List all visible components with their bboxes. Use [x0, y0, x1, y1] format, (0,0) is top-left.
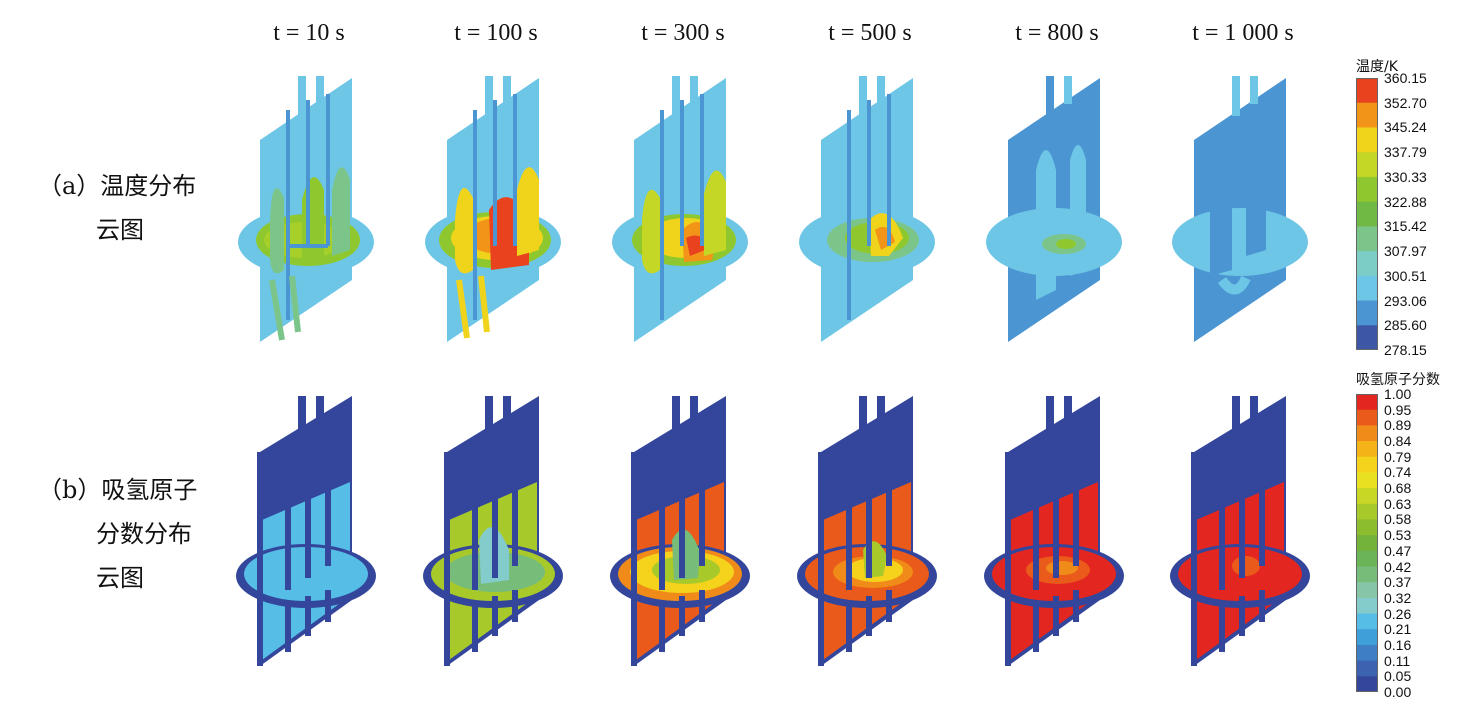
h-panel-t800 — [984, 396, 1124, 666]
temp-colorbar-tick-label: 330.33 — [1384, 168, 1427, 185]
h-colorbar-tick-label: 0.47 — [1384, 542, 1412, 559]
h-colorbar-tick-label: 0.26 — [1384, 605, 1412, 622]
time-label-1: t = 10 s — [273, 20, 345, 46]
temp-colorbar-swatch — [1356, 127, 1378, 153]
h-colorbar-tick-label: 0.42 — [1384, 558, 1412, 575]
time-label-3: t = 300 s — [641, 20, 725, 46]
h-colorbar-swatch — [1356, 629, 1378, 646]
temp-panel-t100 — [425, 76, 561, 342]
h-colorbar-swatch — [1356, 582, 1378, 599]
temp-colorbar-border — [1356, 78, 1378, 350]
temp-colorbar-tick-label: 345.24 — [1384, 119, 1427, 136]
temp-panel-t500 — [799, 76, 935, 342]
row-label-a-line2: 云图 — [96, 216, 144, 244]
h-colorbar-tick-label: 0.00 — [1384, 684, 1412, 700]
temp-colorbar-tick-label: 352.70 — [1384, 94, 1427, 111]
temp-colorbar-swatch — [1356, 78, 1378, 104]
temp-colorbar-tick-label: 360.15 — [1384, 70, 1427, 86]
row-label-b-line2: 分数分布 — [96, 520, 192, 548]
h-colorbar-swatch — [1356, 441, 1378, 458]
h-colorbar-swatch — [1356, 394, 1378, 411]
h-colorbar-tick-label: 0.89 — [1384, 417, 1412, 434]
time-label-2: t = 100 s — [454, 20, 538, 46]
row-label-a-line1: （a）温度分布 — [38, 172, 197, 200]
h-colorbar-tick-label: 0.21 — [1384, 621, 1412, 638]
temp-colorbar-swatch — [1356, 201, 1378, 227]
h-colorbar-swatch — [1356, 472, 1378, 489]
time-label-6: t = 1 000 s — [1192, 20, 1294, 46]
temp-panel-t800 — [986, 76, 1122, 342]
temp-colorbar-swatch — [1356, 251, 1378, 277]
h-colorbar-swatch — [1356, 456, 1378, 473]
temp-colorbar-tick-label: 285.60 — [1384, 317, 1427, 334]
h-colorbar-tick-label: 0.68 — [1384, 480, 1412, 497]
h-colorbar-swatch — [1356, 676, 1378, 692]
h-colorbar-tick-label: 0.37 — [1384, 574, 1412, 591]
h-colorbar-tick-label: 0.58 — [1384, 511, 1412, 528]
h-colorbar-tick-label: 0.74 — [1384, 464, 1412, 481]
temp-panel-t1000 — [1172, 76, 1308, 342]
h-colorbar-border — [1356, 394, 1378, 692]
h-colorbar-tick-label: 0.63 — [1384, 495, 1412, 512]
temp-colorbar-swatch — [1356, 275, 1378, 302]
temp-colorbar-tick-label: 300.51 — [1384, 267, 1427, 284]
h-colorbar — [1356, 394, 1378, 692]
temp-colorbar-swatch — [1356, 226, 1378, 252]
time-label-5: t = 800 s — [1015, 20, 1099, 46]
row-label-b-line1: （b）吸氢原子 — [38, 476, 198, 504]
temp-colorbar-tick-label: 337.79 — [1384, 144, 1427, 161]
time-label-4: t = 500 s — [828, 20, 912, 46]
temp-panel-t10 — [238, 76, 374, 342]
temp-colorbar-title: 温度/K — [1356, 59, 1398, 75]
temp-colorbar-tick-label: 322.88 — [1384, 193, 1427, 210]
h-colorbar-swatch — [1356, 550, 1378, 568]
temp-colorbar-swatch — [1356, 152, 1378, 178]
h-colorbar-swatch — [1356, 566, 1378, 583]
h-colorbar-swatch — [1356, 597, 1378, 615]
h-colorbar-swatch — [1356, 613, 1378, 630]
row-label-b-line3: 云图 — [96, 564, 144, 592]
h-colorbar-swatch — [1356, 519, 1378, 536]
temp-colorbar-swatch — [1356, 102, 1378, 128]
temp-colorbar-tick-label: 315.42 — [1384, 218, 1427, 235]
h-colorbar-tick-label: 0.05 — [1384, 668, 1412, 685]
h-colorbar-swatch — [1356, 660, 1378, 677]
h-colorbar-tick-label: 0.95 — [1384, 401, 1412, 418]
h-colorbar-swatch — [1356, 644, 1378, 662]
h-colorbar-swatch — [1356, 535, 1378, 552]
temp-colorbar — [1356, 78, 1378, 350]
h-colorbar-tick-label: 0.32 — [1384, 589, 1412, 606]
h-panel-t500 — [797, 396, 937, 666]
temp-colorbar-swatch — [1356, 300, 1378, 326]
temp-panel-t300 — [612, 76, 748, 342]
h-panel-t1000 — [1170, 396, 1310, 666]
h-colorbar-tick-label: 0.53 — [1384, 527, 1412, 544]
h-colorbar-tick-label: 1.00 — [1384, 386, 1412, 402]
temp-colorbar-swatch — [1356, 176, 1378, 203]
row-label-a: （a）温度分布 云图 — [38, 164, 196, 252]
h-colorbar-tick-label: 0.16 — [1384, 636, 1412, 653]
h-colorbar-swatch — [1356, 425, 1378, 442]
temp-colorbar-tick-label: 307.97 — [1384, 243, 1427, 260]
h-panel-t10 — [236, 396, 376, 666]
h-colorbar-tick-label: 0.79 — [1384, 448, 1412, 465]
h-colorbar-title: 吸氢原子分数 — [1356, 372, 1440, 388]
h-panel-t300 — [610, 396, 750, 666]
h-colorbar-tick-label: 0.84 — [1384, 433, 1412, 450]
row-label-b: （b）吸氢原子 分数分布 云图 — [38, 468, 197, 600]
h-colorbar-swatch — [1356, 488, 1378, 505]
temp-colorbar-tick-label: 278.15 — [1384, 342, 1427, 358]
temp-colorbar-tick-label: 293.06 — [1384, 292, 1427, 309]
temp-colorbar-swatch — [1356, 325, 1378, 350]
h-panel-t100 — [423, 396, 563, 666]
h-colorbar-tick-label: 0.11 — [1384, 652, 1411, 669]
h-colorbar-swatch — [1356, 409, 1378, 426]
h-colorbar-swatch — [1356, 503, 1378, 520]
